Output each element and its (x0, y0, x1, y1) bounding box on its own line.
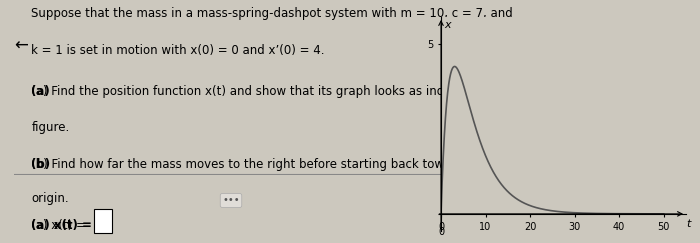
Text: t: t (686, 219, 690, 229)
Text: figure.: figure. (32, 122, 69, 134)
Text: •••: ••• (222, 195, 240, 206)
Text: origin.: origin. (32, 192, 69, 205)
Text: (b): (b) (32, 158, 50, 171)
Text: (a) x(t) =: (a) x(t) = (32, 219, 86, 232)
Text: k = 1 is set in motion with x(0) = 0 and x’(0) = 4.: k = 1 is set in motion with x(0) = 0 and… (32, 44, 325, 57)
Text: (a) x(t) =: (a) x(t) = (32, 219, 92, 232)
Text: Suppose that the mass in a mass-spring-dashpot system with m = 10, c = 7, and: Suppose that the mass in a mass-spring-d… (32, 7, 513, 20)
Text: (a): (a) (32, 85, 50, 98)
Text: x: x (444, 20, 451, 30)
Text: (a) Find the position function x(t) and show that its graph looks as indicated i: (a) Find the position function x(t) and … (32, 85, 519, 98)
Bar (94, 209, 111, 233)
Text: 0: 0 (438, 227, 444, 237)
Text: (b) Find how far the mass moves to the right before starting back toward the: (b) Find how far the mass moves to the r… (32, 158, 487, 171)
Text: ←: ← (14, 36, 28, 54)
